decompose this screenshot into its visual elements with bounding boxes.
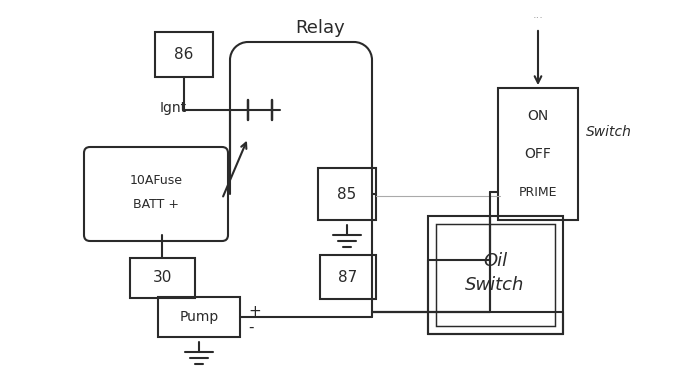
Text: Pump: Pump: [180, 310, 218, 324]
Bar: [498, 88, 578, 220]
Bar: [158, 297, 240, 337]
Text: Relay: Relay: [295, 19, 344, 37]
Text: OFF: OFF: [525, 147, 551, 161]
Text: Switch: Switch: [465, 276, 525, 294]
Bar: [318, 168, 376, 220]
Bar: [320, 255, 376, 299]
Text: 10AFuse: 10AFuse: [129, 173, 182, 187]
Text: Switch: Switch: [586, 125, 632, 139]
Bar: [428, 216, 563, 334]
Text: Oil: Oil: [483, 252, 507, 270]
Bar: [436, 224, 555, 326]
Text: -: -: [248, 320, 254, 335]
Bar: [155, 32, 213, 77]
Text: ...: ...: [532, 10, 544, 20]
Text: 85: 85: [338, 187, 357, 202]
Text: PRIME: PRIME: [519, 186, 557, 199]
Text: Ignt: Ignt: [160, 101, 187, 115]
Bar: [130, 258, 195, 298]
Text: BATT +: BATT +: [133, 197, 179, 210]
Text: ON: ON: [527, 109, 549, 123]
Text: 86: 86: [174, 46, 194, 61]
Text: 87: 87: [338, 269, 357, 285]
Text: 30: 30: [153, 271, 172, 285]
Text: +: +: [248, 304, 261, 319]
